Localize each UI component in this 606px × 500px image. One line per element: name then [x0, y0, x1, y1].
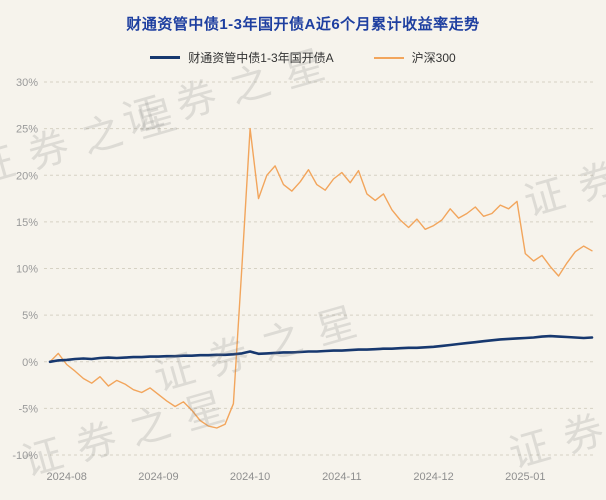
y-tick-label--5: -5% — [18, 403, 38, 415]
y-tick-label-25: 25% — [16, 124, 38, 136]
legend-item-csi300: 沪深300 — [373, 49, 456, 66]
fund-line — [48, 334, 594, 364]
x-tick-label-2024-09: 2024-09 — [138, 471, 178, 483]
y-tick-label-10: 10% — [16, 264, 38, 276]
csi300-line — [49, 127, 593, 429]
y-tick-label-30: 30% — [16, 77, 38, 89]
x-tick-label-2024-11: 2024-11 — [322, 471, 362, 483]
x-tick-label-2024-10: 2024-10 — [230, 471, 270, 483]
legend-item-fund: 财通资管中债1-3年国开债A — [150, 49, 334, 66]
chart-legend: 财通资管中债1-3年国开债A 沪深300 — [0, 49, 606, 66]
line-chart: 30% 25% 20% 15% 10% 5% 0% -5% -10% 2024-08 2024-09… — [12, 77, 596, 483]
x-tick-label-2025-01: 2025-01 — [505, 471, 545, 483]
y-tick-label-15: 15% — [16, 217, 38, 229]
y-tick-label-5: 5% — [22, 310, 38, 322]
y-tick-label-20: 20% — [16, 170, 38, 182]
fund-line-swatch — [150, 56, 181, 59]
y-tick-label-0: 0% — [22, 357, 38, 369]
x-tick-label-2024-08: 2024-08 — [46, 471, 86, 483]
x-tick-label-2024-12: 2024-12 — [413, 471, 453, 483]
csi300-line-swatch — [373, 56, 404, 59]
legend-label-fund: 财通资管中债1-3年国开债A — [188, 51, 334, 65]
chart-title: 财通资管中债1-3年国开债A近6个月累计收益率走势 — [126, 16, 480, 33]
y-tick-label--10: -10% — [12, 450, 38, 462]
legend-label-csi300: 沪深300 — [411, 51, 456, 65]
